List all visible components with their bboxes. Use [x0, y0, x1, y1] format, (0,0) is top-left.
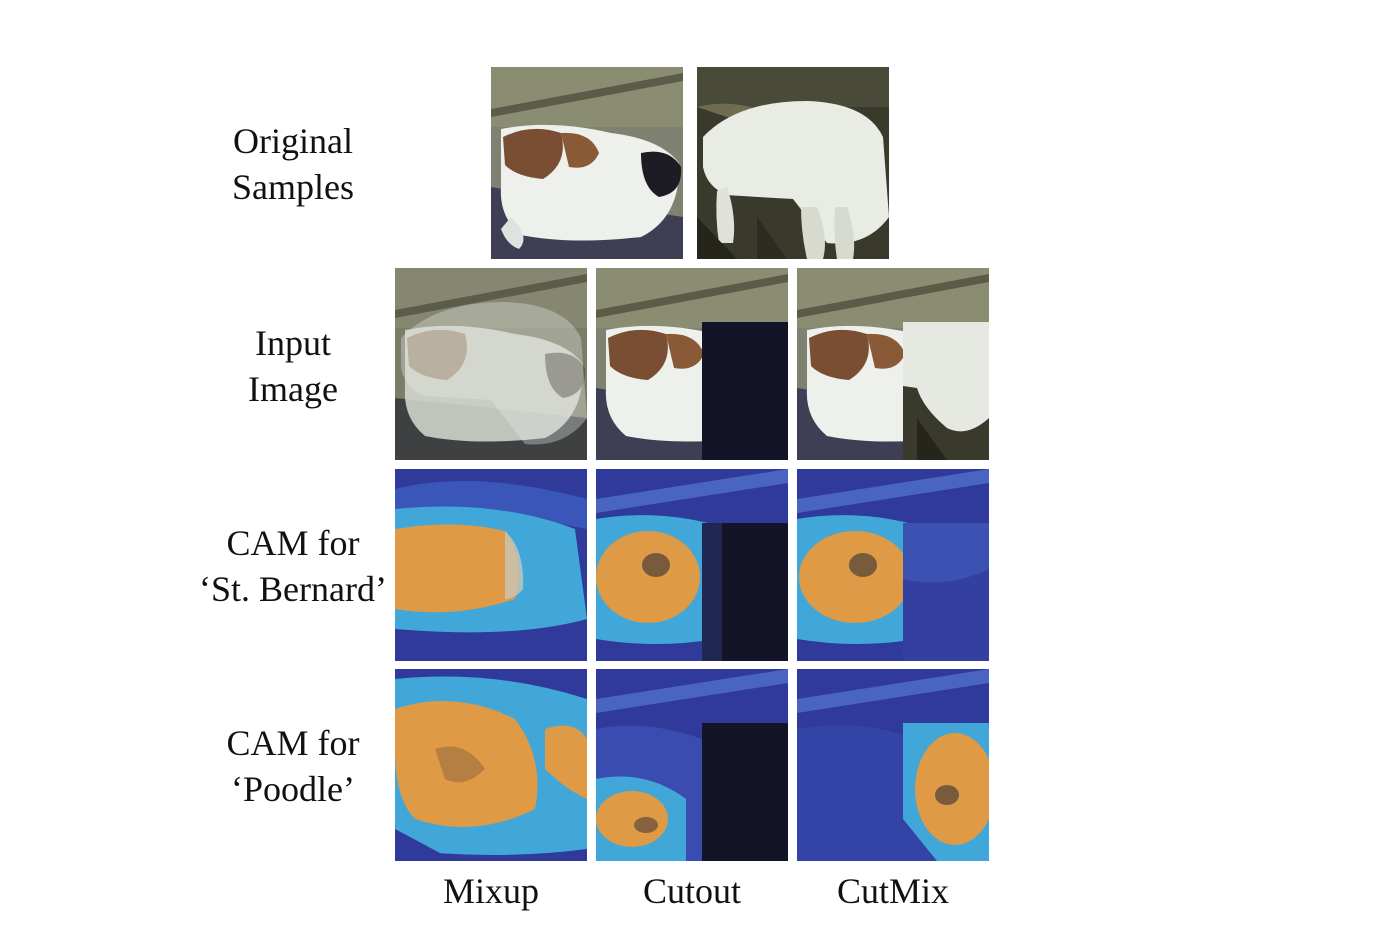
row-label-line: Samples: [232, 167, 354, 207]
row-label-input-image: Input Image: [153, 320, 433, 412]
row-label-cam-poodle: CAM for ‘Poodle’: [153, 720, 433, 812]
cam-st-bernard-cutout: [596, 469, 788, 661]
column-label-mixup: Mixup: [442, 871, 539, 911]
cam-poodle-cutmix: [797, 669, 989, 861]
input-image-cutmix: [797, 268, 989, 460]
column-label-cutout: Cutout: [642, 871, 741, 911]
row-label-line: Input: [255, 323, 331, 363]
row-label-line: Original: [233, 121, 353, 161]
original-sample-poodle-image: [697, 67, 889, 259]
cam-poodle-mixup: [395, 669, 587, 861]
cam-st-bernard-mixup: [395, 469, 587, 661]
input-image-cutout: [596, 268, 788, 460]
row-label-line: CAM for: [226, 523, 360, 563]
row-label-original-samples: Original Samples: [153, 118, 433, 210]
cam-poodle-cutout: [596, 669, 788, 861]
cam-st-bernard-cutmix: [797, 469, 989, 661]
row-label-cam-st-bernard: CAM for ‘St. Bernard’: [153, 520, 433, 612]
original-sample-st-bernard-image: [491, 67, 683, 259]
row-label-line: CAM for: [226, 723, 360, 763]
input-image-mixup: [395, 268, 587, 460]
row-label-line: ‘St. Bernard’: [199, 569, 387, 609]
column-label-cutmix: CutMix: [836, 871, 950, 911]
row-label-line: ‘Poodle’: [231, 769, 355, 809]
row-label-line: Image: [248, 369, 338, 409]
